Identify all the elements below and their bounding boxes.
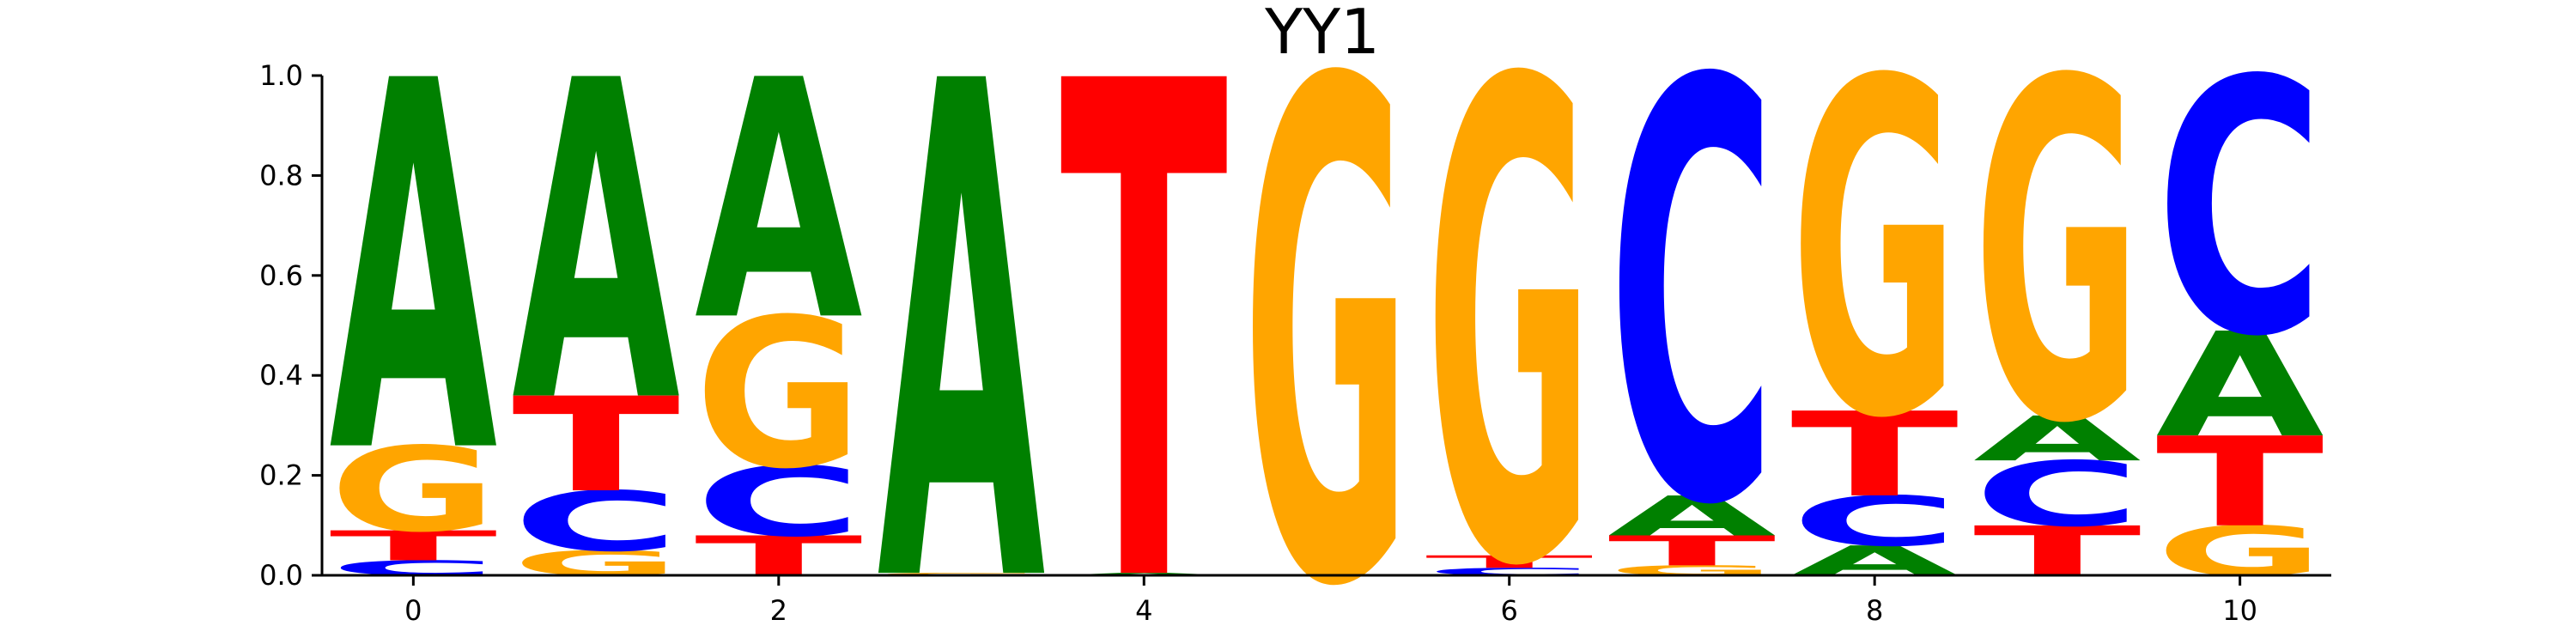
logo-letter-c: C — [695, 447, 863, 558]
logo-letter-t: T — [1973, 512, 2142, 592]
logo-letter-a: A — [330, 0, 500, 566]
y-tick-label: 0.8 — [259, 159, 303, 191]
logo-letter-t: T — [1425, 552, 1594, 572]
y-tick-label: 0.0 — [259, 559, 303, 592]
logo-letter-c: C — [1608, 0, 1777, 632]
logo-letter-g: G — [1790, 0, 1959, 519]
x-tick-label: 2 — [770, 594, 787, 627]
logo-letter-t: T — [1608, 527, 1777, 575]
x-tick-label: 4 — [1135, 594, 1152, 627]
logo-letter-a: A — [695, 11, 865, 393]
logo-letter-t: T — [330, 522, 498, 570]
logo-letter-g: G — [330, 422, 498, 558]
x-tick-label: 6 — [1501, 594, 1518, 627]
logo-letter-c: C — [512, 475, 680, 570]
logo-letter-t: T — [512, 370, 680, 521]
logo-letter-a: A — [878, 0, 1048, 644]
logo-letter-c: C — [1973, 442, 2142, 546]
logo-letter-a: A — [512, 0, 682, 499]
chart-title: YY1 — [1264, 0, 1380, 68]
logo-letter-t: T — [2156, 411, 2324, 555]
logo-letter-t: T — [1060, 0, 1229, 644]
x-ticks: 0 2 4 6 8 10 — [404, 575, 2257, 627]
y-ticks: 0.0 0.2 0.4 0.6 0.8 1.0 — [259, 59, 322, 592]
x-tick-label: 0 — [404, 594, 422, 627]
logo-letter-c: C — [2156, 8, 2324, 414]
y-tick-label: 1.0 — [259, 59, 303, 92]
logo-letter-g: G — [512, 544, 680, 583]
logo-letter-g: G — [1973, 0, 2142, 526]
logo-letter-a: A — [2156, 302, 2324, 470]
x-tick-label: 8 — [1866, 594, 1883, 627]
logo-letter-a: A — [1973, 403, 2142, 475]
axes: 0.0 0.2 0.4 0.6 0.8 1.0 0 2 4 6 8 10 — [259, 59, 2331, 627]
y-tick-label: 0.4 — [259, 359, 303, 392]
x-tick-label: 10 — [2222, 594, 2257, 627]
y-tick-label: 0.6 — [259, 259, 303, 292]
logo-letter-t: T — [1790, 387, 1959, 523]
logo-letters: CTGAGCTATCGAGAATGCTGGTACACTGTCAGGTAC — [330, 0, 2324, 644]
logo-letter-g: G — [695, 276, 863, 514]
logo-letter-g: G — [1242, 0, 1411, 644]
logo-letter-c: C — [1790, 482, 1959, 562]
logo-letter-g: G — [1425, 0, 1594, 644]
logo-letter-a: A — [1608, 485, 1777, 549]
y-tick-label: 0.2 — [259, 459, 303, 492]
